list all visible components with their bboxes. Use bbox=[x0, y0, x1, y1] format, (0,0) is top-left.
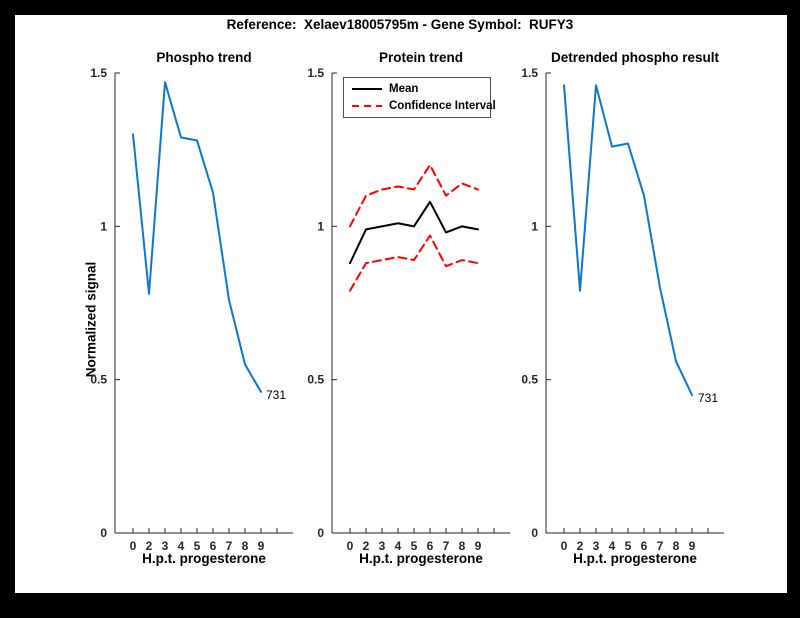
svg-text:2: 2 bbox=[577, 539, 584, 553]
series-line-mean bbox=[349, 200, 479, 265]
svg-text:0.5: 0.5 bbox=[90, 373, 107, 387]
svg-text:7: 7 bbox=[226, 539, 233, 553]
svg-text:0: 0 bbox=[561, 539, 568, 553]
subplot-title-detrended-phospho: Detrended phospho result bbox=[550, 50, 719, 65]
svg-text:2: 2 bbox=[146, 539, 153, 553]
series-line-detrended-signal bbox=[563, 84, 693, 396]
x-axis-label-protein: H.p.t. progesterone bbox=[359, 551, 483, 566]
svg-text:1.5: 1.5 bbox=[521, 66, 538, 80]
svg-text:0: 0 bbox=[100, 526, 107, 540]
svg-text:0.5: 0.5 bbox=[521, 373, 538, 387]
legend-entry-mean: Mean bbox=[344, 82, 490, 96]
figure-title: Reference: Xelaev18005795m - Gene Symbol… bbox=[226, 17, 574, 32]
svg-text:1.5: 1.5 bbox=[307, 66, 324, 80]
svg-text:9: 9 bbox=[258, 539, 265, 553]
svg-text:6: 6 bbox=[210, 539, 217, 553]
confidence-interval-dashed-line-sample-icon bbox=[352, 105, 382, 107]
svg-text:1: 1 bbox=[531, 219, 538, 233]
subplot-title-phospho-trend: Phospho trend bbox=[156, 50, 252, 65]
series-line-confidence-interval-upper bbox=[349, 164, 479, 228]
svg-text:6: 6 bbox=[641, 539, 648, 553]
svg-text:1: 1 bbox=[317, 219, 324, 233]
svg-text:0.5: 0.5 bbox=[307, 373, 324, 387]
axes: 00.511.50 2 3 4 5 6 7 8 9 bbox=[307, 66, 510, 553]
svg-text:7: 7 bbox=[657, 539, 664, 553]
legend: Mean Confidence Interval bbox=[343, 77, 496, 118]
svg-text:3: 3 bbox=[379, 539, 386, 553]
legend-entry-confidence-interval: Confidence Interval bbox=[344, 99, 496, 113]
series-line-phospho-signal bbox=[132, 81, 262, 393]
svg-text:4: 4 bbox=[178, 539, 185, 553]
axes: 00.511.50 2 3 4 5 6 7 8 9 bbox=[90, 66, 293, 553]
detrended-phospho-plot: 00.511.50 2 3 4 5 6 7 8 9 bbox=[521, 66, 724, 553]
svg-text:9: 9 bbox=[475, 539, 482, 553]
svg-text:0: 0 bbox=[531, 526, 538, 540]
endpoint-annotation-phospho: 731 bbox=[266, 388, 287, 402]
subplot-title-protein-trend: Protein trend bbox=[378, 50, 463, 65]
svg-text:5: 5 bbox=[625, 539, 632, 553]
svg-text:1: 1 bbox=[100, 219, 107, 233]
phospho-trend-plot: 00.511.50 2 3 4 5 6 7 8 9 bbox=[90, 66, 293, 553]
svg-text:7: 7 bbox=[443, 539, 450, 553]
svg-text:0: 0 bbox=[317, 526, 324, 540]
endpoint-annotation-detrended: 731 bbox=[698, 391, 719, 405]
legend-label-mean: Mean bbox=[389, 83, 419, 95]
x-axis-label-phospho: H.p.t. progesterone bbox=[142, 551, 266, 566]
svg-text:1.5: 1.5 bbox=[90, 66, 107, 80]
svg-text:3: 3 bbox=[593, 539, 600, 553]
svg-text:3: 3 bbox=[162, 539, 169, 553]
series-line-confidence-interval-lower bbox=[349, 234, 479, 292]
svg-text:4: 4 bbox=[395, 539, 402, 553]
x-axis-label-detrended: H.p.t. progesterone bbox=[573, 551, 697, 566]
svg-text:6: 6 bbox=[427, 539, 434, 553]
axes: 00.511.50 2 3 4 5 6 7 8 9 bbox=[521, 66, 724, 553]
svg-text:4: 4 bbox=[609, 539, 616, 553]
mean-line-sample-icon bbox=[352, 88, 382, 90]
svg-text:5: 5 bbox=[194, 539, 201, 553]
svg-text:0: 0 bbox=[347, 539, 354, 553]
protein-trend-plot: 00.511.50 2 3 4 5 6 7 8 9 bbox=[307, 66, 510, 553]
svg-text:5: 5 bbox=[411, 539, 418, 553]
legend-label-confidence-interval: Confidence Interval bbox=[389, 100, 496, 112]
svg-text:8: 8 bbox=[459, 539, 466, 553]
svg-text:8: 8 bbox=[673, 539, 680, 553]
svg-text:9: 9 bbox=[689, 539, 696, 553]
svg-text:0: 0 bbox=[130, 539, 137, 553]
svg-text:8: 8 bbox=[242, 539, 249, 553]
svg-text:2: 2 bbox=[363, 539, 370, 553]
